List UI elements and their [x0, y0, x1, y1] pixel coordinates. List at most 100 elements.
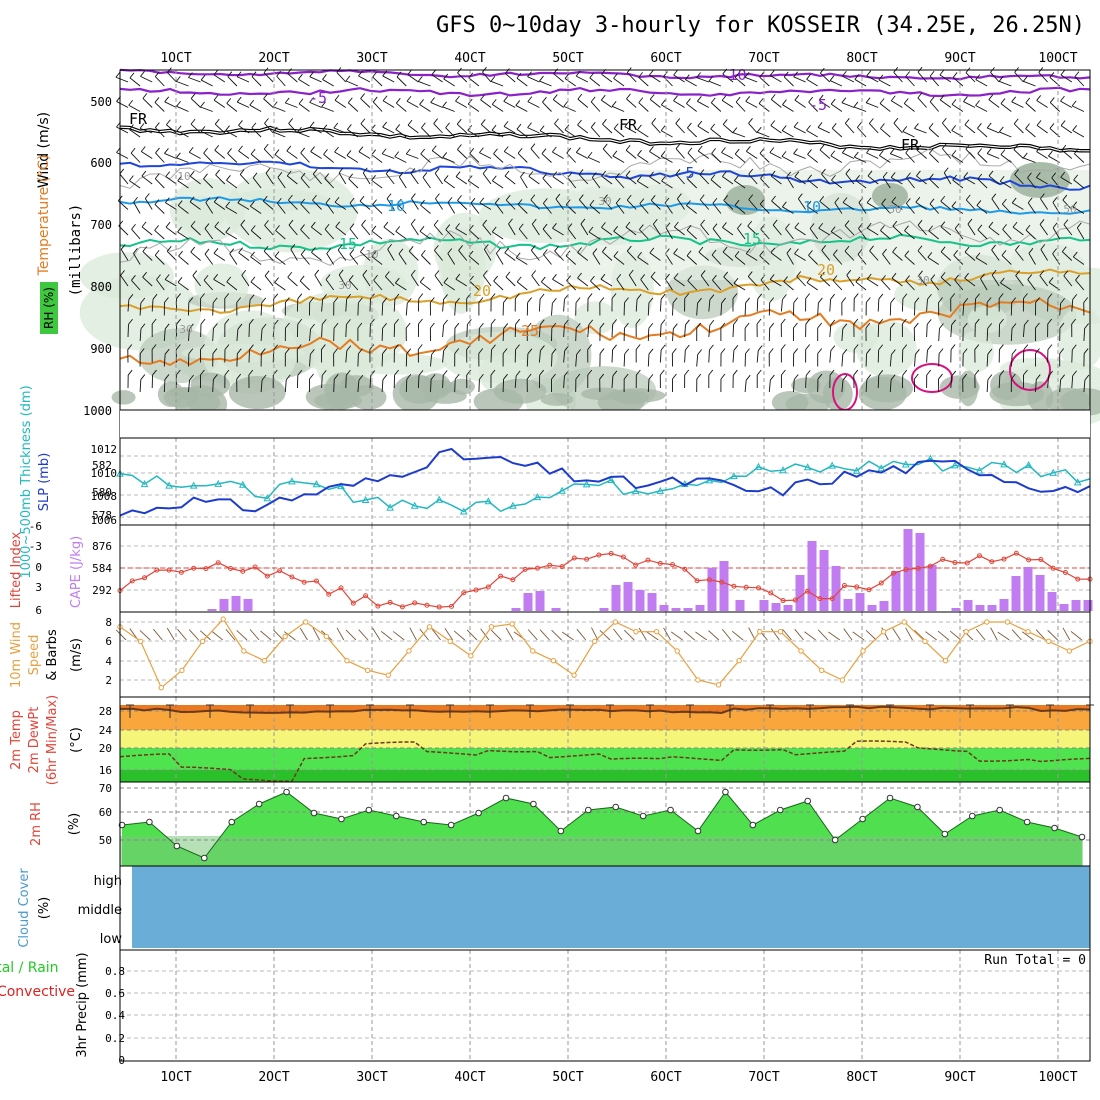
wind-barb-flag — [224, 293, 230, 299]
wind-barb — [563, 350, 566, 363]
wind-barb-flag — [520, 171, 525, 178]
wind-barb-flag — [382, 121, 387, 128]
wind-barb-flag — [939, 94, 945, 101]
wind-barb-flag — [782, 294, 787, 300]
wind-barb-flag — [711, 148, 716, 154]
wind-barb-flag — [747, 220, 753, 227]
wind-barb-flag — [942, 143, 947, 149]
wind-barb-flag — [660, 125, 666, 131]
wind-barb-flag — [709, 294, 715, 300]
wind-barb — [204, 253, 214, 265]
wind-barb — [133, 253, 141, 265]
wind-barb — [880, 128, 891, 138]
x-tick-top: 7OCT — [748, 51, 779, 66]
wind-barb — [190, 225, 201, 236]
wind-barb-flag — [443, 73, 449, 80]
wind-barb-flag — [141, 170, 147, 177]
wind-barb-flag — [1039, 270, 1045, 276]
rh-blob — [324, 372, 360, 410]
wind-barb-flag — [854, 74, 860, 80]
wind-barb-flag — [429, 297, 435, 303]
wind-barb-flag — [999, 175, 1005, 182]
wind-barb-flag — [673, 248, 678, 254]
rh-blob — [958, 330, 994, 373]
wind-barb — [361, 224, 371, 236]
wind-barb — [188, 328, 190, 342]
wind-barb — [1012, 226, 1024, 236]
wind-barb — [120, 249, 129, 261]
lifted-index-point — [166, 567, 172, 573]
lifted-index-point — [817, 596, 823, 602]
wind-barb — [712, 228, 722, 240]
wind-barb — [154, 178, 165, 189]
thickness-point — [607, 475, 615, 483]
wind-barb-flag — [708, 75, 714, 82]
wind10-barb — [905, 627, 913, 641]
wind-barb — [1011, 101, 1024, 108]
wind-barb — [748, 199, 758, 210]
wind10-barb — [997, 631, 1010, 641]
wind-barb-flag — [382, 348, 387, 354]
wind-barb-flag — [769, 297, 775, 303]
wind-barb — [563, 105, 576, 112]
x-tick-top: 2OCT — [258, 51, 289, 66]
wind-barb-flag — [805, 370, 811, 376]
wind-barb — [889, 354, 892, 367]
rh-point — [530, 800, 537, 808]
wind-barb-flag — [664, 197, 670, 204]
thickness-point — [631, 487, 640, 495]
wind-barb — [782, 206, 794, 214]
wind-barb-flag — [275, 225, 280, 231]
wind-barb-flag — [1047, 293, 1053, 299]
wind-barb-flag — [623, 373, 629, 380]
wind-barb — [406, 153, 419, 159]
wind-barb — [300, 177, 310, 189]
wind-barb — [336, 72, 347, 83]
wind-barb — [927, 257, 939, 265]
wind-barb — [323, 154, 334, 163]
wind-barb — [298, 103, 310, 112]
wind10-barb — [721, 628, 732, 641]
wind-barb-flag — [188, 146, 194, 153]
wind10-barb — [561, 631, 574, 641]
wind-barb — [250, 205, 262, 214]
wind-barb — [443, 78, 455, 87]
wind-barb — [482, 71, 492, 83]
wind-barb-flag — [406, 348, 412, 354]
wind10-point — [798, 648, 804, 654]
wind-barb-flag — [310, 146, 315, 152]
wind-barb-flag — [590, 96, 596, 103]
wind-barb-flag — [1060, 298, 1065, 304]
wind-barb — [116, 126, 129, 134]
wind-barb-flag — [834, 197, 840, 203]
wind-barb — [1025, 102, 1036, 112]
wind-barb-flag — [867, 170, 873, 177]
wind-barb-flag — [395, 124, 401, 130]
wind-barb-flag — [842, 349, 848, 355]
wind-barb — [164, 153, 177, 159]
wind-barb — [975, 79, 988, 87]
wind-barb — [637, 256, 649, 265]
wind-barb — [590, 101, 601, 112]
thickness-point — [410, 501, 419, 509]
wind-barb-flag — [227, 148, 232, 154]
wind-barb-flag — [164, 148, 169, 154]
wind-barb — [312, 173, 322, 185]
wind-barb — [639, 229, 649, 240]
wind-barb — [794, 253, 806, 261]
y-tick-temp: 20 — [99, 742, 112, 755]
wind-barb — [213, 201, 226, 210]
wind-barb — [1074, 153, 1085, 163]
wind-barb — [710, 128, 722, 138]
cape-bar — [987, 605, 997, 611]
wind-barb-flag — [975, 100, 980, 106]
wind-barb — [759, 255, 770, 265]
wind-barb-flag — [314, 269, 320, 276]
wind-barb — [939, 74, 952, 83]
wind-barb — [943, 172, 952, 185]
cape-bar — [523, 593, 533, 611]
wind10-point — [633, 628, 639, 635]
wind-barb-flag — [287, 68, 292, 74]
wind-barb-flag — [882, 248, 887, 255]
wind-barb — [807, 179, 818, 189]
